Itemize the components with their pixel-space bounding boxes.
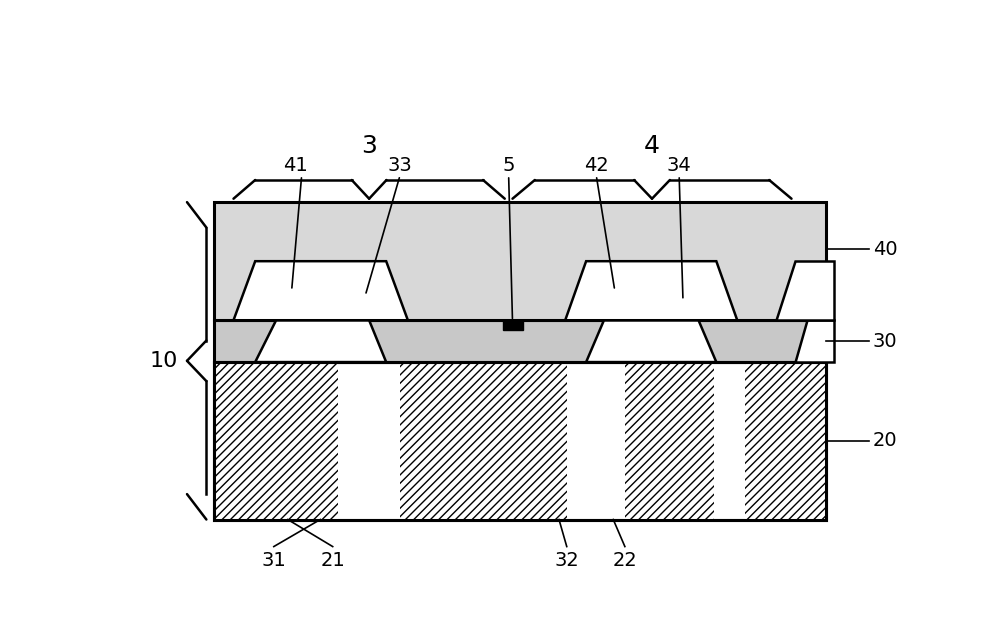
Text: 33: 33 <box>388 156 413 175</box>
Polygon shape <box>565 261 737 320</box>
Bar <box>625 362 714 520</box>
Text: 10: 10 <box>150 351 178 371</box>
Bar <box>400 362 567 520</box>
Text: 30: 30 <box>873 332 898 351</box>
Text: 34: 34 <box>667 156 692 175</box>
Polygon shape <box>586 320 716 362</box>
Text: 31: 31 <box>261 551 286 571</box>
Text: 21: 21 <box>320 551 345 571</box>
Polygon shape <box>255 320 386 362</box>
Text: 41: 41 <box>283 156 308 175</box>
Text: 40: 40 <box>873 240 898 259</box>
Bar <box>745 362 826 520</box>
Bar <box>214 362 338 520</box>
Bar <box>214 362 826 520</box>
Text: 5: 5 <box>502 156 515 175</box>
Polygon shape <box>795 320 834 362</box>
Bar <box>214 320 826 362</box>
Bar <box>214 202 826 320</box>
Text: 42: 42 <box>584 156 609 175</box>
Text: 20: 20 <box>873 431 898 450</box>
Bar <box>503 320 523 330</box>
Text: 22: 22 <box>612 551 637 571</box>
Bar <box>214 362 826 520</box>
Text: 4: 4 <box>644 134 660 158</box>
Text: 3: 3 <box>361 134 377 158</box>
Polygon shape <box>776 261 834 320</box>
Polygon shape <box>234 261 408 320</box>
Text: 32: 32 <box>554 551 579 571</box>
